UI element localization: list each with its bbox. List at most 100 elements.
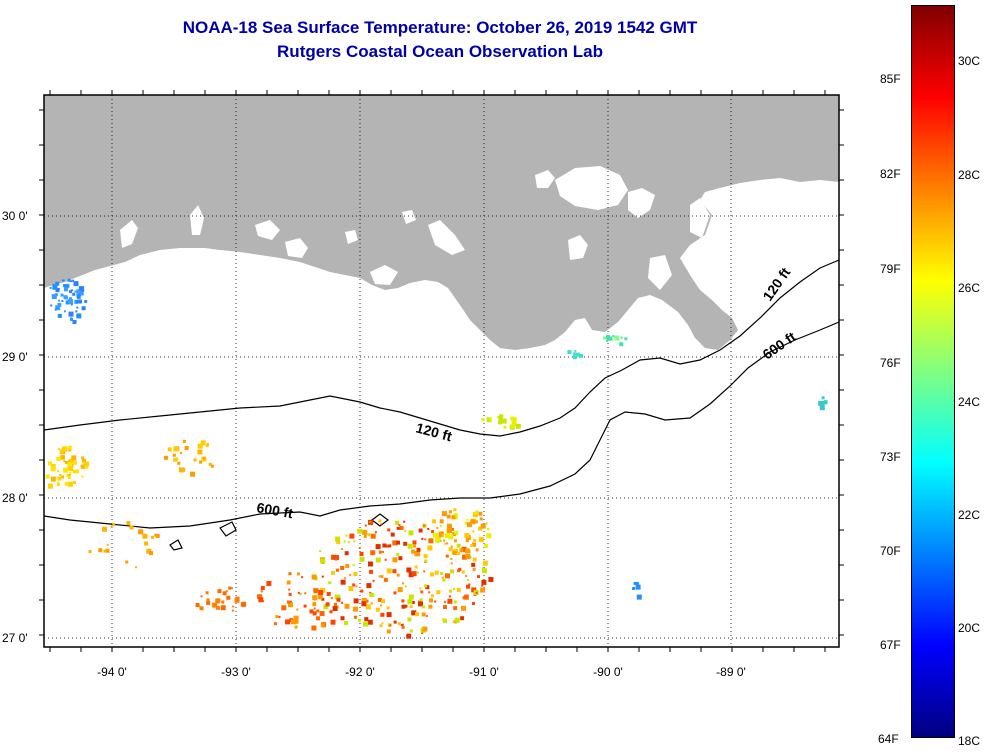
lake <box>568 235 588 260</box>
sst-pixel <box>334 555 339 561</box>
sst-pixel <box>428 591 431 594</box>
sst-pixel <box>450 569 454 574</box>
sst-pixel <box>486 527 489 530</box>
sst-pixel <box>475 591 478 594</box>
sst-pixel <box>475 548 479 552</box>
sst-pixel <box>68 466 74 472</box>
sst-pixel <box>407 543 413 549</box>
sst-pixel <box>328 581 332 585</box>
sst-pixel <box>317 594 323 600</box>
sst-pixel <box>411 571 417 577</box>
sst-pixel <box>286 600 290 604</box>
sst-pixel <box>409 605 413 609</box>
sst-pixel <box>635 582 639 585</box>
lake <box>255 220 280 240</box>
sst-pixel <box>320 623 325 628</box>
sst-pixel <box>486 533 492 539</box>
sst-pixel <box>215 605 220 610</box>
sst-pixel <box>370 521 374 525</box>
sst-pixel <box>76 313 82 319</box>
sst-pixel <box>57 470 60 473</box>
sst-pixel <box>321 575 324 578</box>
sst-pixel <box>408 572 414 578</box>
cb-f-label: 76F <box>880 356 901 370</box>
sst-pixel <box>146 548 152 554</box>
sst-pixel <box>614 335 620 341</box>
sst-pixel <box>450 545 453 548</box>
sst-pixel <box>177 461 181 465</box>
sst-pixel <box>84 464 89 469</box>
sst-pixel <box>411 601 415 604</box>
sst-pixel <box>379 624 383 628</box>
sst-pixel <box>167 447 172 452</box>
sst-pixel <box>57 313 62 318</box>
sst-pixel <box>445 554 449 558</box>
sst-pixel <box>501 418 507 424</box>
lon-label: -90 0' <box>593 665 623 679</box>
sst-pixel <box>293 618 299 624</box>
sst-pixel <box>471 587 477 593</box>
sst-pixel <box>361 601 367 607</box>
sst-pixel <box>419 587 422 590</box>
contour-600ft-small <box>169 539 183 551</box>
sst-pixel <box>304 592 307 595</box>
sst-pixel <box>449 589 453 593</box>
sst-pixel <box>401 625 405 629</box>
sst-pixel <box>65 296 68 300</box>
sst-pixel <box>396 573 400 577</box>
sst-pixel <box>511 417 517 423</box>
sst-pixel <box>378 519 382 523</box>
sst-pixel <box>422 626 428 632</box>
sst-pixel <box>179 451 182 454</box>
sst-pixel <box>443 601 446 603</box>
sst-pixel <box>84 461 90 467</box>
lat-label: 27 0' <box>2 631 28 645</box>
sst-pixel <box>386 612 392 618</box>
cb-f-label: 64F <box>878 732 899 746</box>
sst-pixel <box>446 542 449 545</box>
sst-pixel <box>450 557 453 560</box>
sst-pixel <box>312 602 317 607</box>
sst-pixel <box>423 554 428 559</box>
sst-pixel <box>318 590 324 595</box>
grid-lines <box>44 95 839 647</box>
sst-pixel <box>466 522 472 528</box>
sst-pixel <box>57 302 62 307</box>
sst-pixel <box>485 522 488 525</box>
sst-pixel <box>258 597 264 603</box>
sst-pixel <box>375 607 380 612</box>
sst-pixel <box>326 592 331 596</box>
sst-pixel <box>49 286 52 289</box>
sst-pixel <box>619 342 624 347</box>
sst-pixel <box>206 600 211 605</box>
sst-pixel <box>341 548 344 550</box>
contour-600ft-small <box>219 521 237 537</box>
sst-pixel <box>498 420 502 425</box>
sst-pixel <box>438 537 441 540</box>
sst-pixel <box>423 570 426 573</box>
sst-pixel <box>374 531 377 534</box>
sst-pixel <box>288 572 292 576</box>
sst-pixel <box>288 588 291 591</box>
sst-pixel <box>62 446 67 452</box>
sst-pixel <box>364 617 369 622</box>
sst-pixel <box>360 589 364 593</box>
sst-pixel <box>482 568 488 574</box>
sst-pixel <box>386 568 392 574</box>
sst-pixel <box>416 571 419 574</box>
sst-pixel <box>182 439 186 443</box>
sst-pixel <box>275 615 279 619</box>
sst-pixel <box>434 570 439 575</box>
sst-pixel <box>499 414 504 419</box>
sst-pixel <box>439 525 442 527</box>
sst-pixel <box>416 547 421 552</box>
sst-pixel <box>68 311 74 317</box>
sst-pixel <box>364 524 367 527</box>
sst-pixel <box>457 552 461 556</box>
sst-pixel <box>98 548 103 553</box>
sst-pixel <box>397 587 403 593</box>
lake <box>370 265 398 285</box>
sst-pixel <box>359 556 365 562</box>
cb-f-label: 67F <box>880 638 901 652</box>
sst-pixel <box>71 289 73 292</box>
